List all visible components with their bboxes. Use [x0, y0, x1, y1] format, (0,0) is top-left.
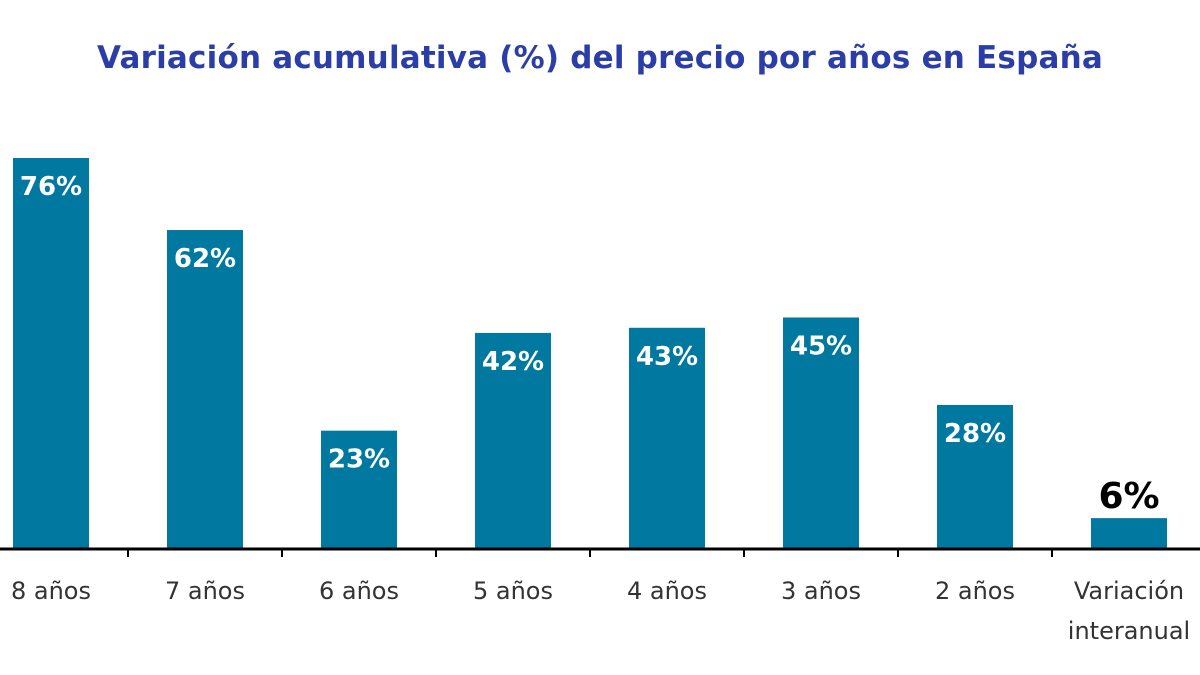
bar [167, 230, 243, 550]
bar-value-label: 28% [944, 419, 1006, 449]
x-tick-label: 6 años [319, 577, 399, 605]
bar [1091, 518, 1167, 549]
bar [783, 317, 859, 549]
x-tick-label: Variación interanual [1068, 577, 1190, 645]
bar-value-label: 42% [482, 347, 544, 377]
bar-value-label: 6% [1098, 476, 1159, 517]
x-tick-label: 8 años [11, 577, 91, 605]
x-axis [0, 547, 1200, 557]
bar-value-label: 23% [328, 445, 390, 475]
x-tick-label: 4 años [627, 577, 707, 605]
x-tick-label: 3 años [781, 577, 861, 605]
bar [321, 430, 397, 549]
bar [629, 327, 705, 549]
bar [13, 158, 89, 549]
x-tick-label: 5 años [473, 577, 553, 605]
x-tick-label: 7 años [165, 577, 245, 605]
labels-layer: 76% 8 años 62% 7 años 23% 6 años 42% 5 años 43% 4… [11, 172, 1190, 645]
bar [937, 404, 1013, 549]
bar-value-label: 45% [790, 331, 852, 361]
bars-layer [13, 158, 1167, 550]
bar-value-label: 76% [20, 172, 82, 202]
bar [475, 332, 551, 549]
bar-value-label: 43% [636, 342, 698, 372]
x-tick-label: 2 años [935, 577, 1015, 605]
bar-value-label: 62% [174, 244, 236, 274]
chart-title: Variación acumulativa (%) del precio por… [97, 40, 1103, 76]
